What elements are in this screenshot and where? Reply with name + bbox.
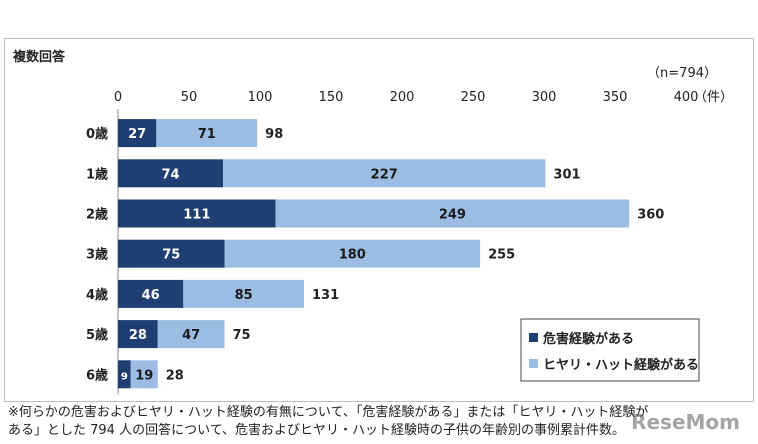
legend-swatch-0 [529, 333, 538, 342]
x-tick-label-0: 0 [114, 90, 122, 105]
category-label-4: 4歳 [86, 287, 108, 303]
data-label-harm-4: 46 [142, 288, 160, 303]
category-label-3: 3歳 [86, 247, 108, 263]
bar-nearmiss-1 [223, 159, 546, 188]
x-tick-label-150: 150 [319, 90, 344, 105]
data-label-nearmiss-3: 180 [339, 248, 366, 263]
data-label-harm-5: 28 [129, 328, 147, 343]
data-label-nearmiss-0: 71 [198, 127, 216, 142]
bar-chart: 複数回答 （n=794） 0 50 100 150 200 250 300 350 400（件）… [12, 49, 733, 395]
data-label-nearmiss-6: 19 [135, 368, 153, 383]
total-label-2: 360 [637, 208, 664, 223]
data-label-nearmiss-4: 85 [235, 288, 253, 303]
x-tick-label-200: 200 [390, 90, 415, 105]
bar-nearmiss-5 [157, 320, 225, 349]
bar-harm-1 [118, 159, 224, 188]
legend-swatch-1 [529, 359, 538, 368]
bar-harm-2 [118, 199, 276, 228]
category-label-2: 2歳 [86, 207, 108, 223]
data-label-harm-0: 27 [128, 127, 146, 142]
legend-label-0: 危害経験がある [543, 331, 634, 347]
category-label-1: 1歳 [86, 166, 108, 182]
total-label-4: 131 [312, 288, 339, 303]
bar-harm-0 [118, 119, 157, 148]
bar-harm-3 [118, 239, 225, 268]
x-tick-label-250: 250 [461, 90, 486, 105]
data-label-nearmiss-2: 249 [439, 208, 466, 223]
watermark-logo: ReseMom [631, 410, 740, 434]
data-label-nearmiss-1: 227 [371, 167, 398, 182]
total-label-6: 28 [166, 368, 184, 383]
footnote: ※何らかの危害およびヒヤリ・ハット経験の有無について、「危害経験がある」または「… [8, 404, 748, 440]
legend-label-1: ヒヤリ・ハット経験がある [543, 357, 699, 373]
bar-nearmiss-3 [224, 239, 481, 268]
bar-harm-6 [118, 360, 131, 389]
category-label-5: 5歳 [86, 327, 108, 343]
data-label-harm-3: 75 [162, 248, 180, 263]
x-axis-unit-label: （件） [694, 90, 733, 105]
footnote-line-2: ある」とした 794 人の回答について、危害およびヒヤリ・ハット経験時の子供の年… [8, 423, 626, 438]
bar-harm-4 [118, 279, 184, 308]
category-label-6: 6歳 [86, 367, 108, 383]
data-label-harm-2: 111 [183, 208, 210, 223]
multiple-answer-note: 複数回答 [12, 49, 66, 65]
bar-nearmiss-4 [183, 279, 305, 308]
bar-harm-5 [118, 320, 158, 349]
data-label-nearmiss-5: 47 [182, 328, 200, 343]
x-tick-label-400: 400 [674, 90, 699, 105]
data-label-harm-6: 9 [121, 371, 128, 382]
x-tick-label-300: 300 [532, 90, 557, 105]
sample-size-label: （n=794） [647, 66, 717, 81]
category-label-0: 0歳 [86, 126, 108, 142]
data-label-harm-1: 74 [161, 167, 179, 182]
bar-nearmiss-0 [156, 119, 258, 148]
total-label-0: 98 [265, 127, 283, 142]
total-label-1: 301 [553, 167, 580, 182]
footnote-line-1: ※何らかの危害およびヒヤリ・ハット経験の有無について、「危害経験がある」または「… [8, 405, 649, 420]
bar-nearmiss-2 [275, 199, 630, 228]
bar-nearmiss-6 [130, 360, 158, 389]
legend-box [520, 318, 700, 382]
x-tick-label-350: 350 [603, 90, 628, 105]
total-label-5: 75 [233, 328, 251, 343]
chart-frame: 複数回答 （n=794） 0 50 100 150 200 250 300 350 400 （件）… [4, 38, 754, 402]
total-label-3: 255 [488, 248, 515, 263]
x-tick-label-50: 50 [181, 90, 198, 105]
x-tick-label-100: 100 [248, 90, 273, 105]
